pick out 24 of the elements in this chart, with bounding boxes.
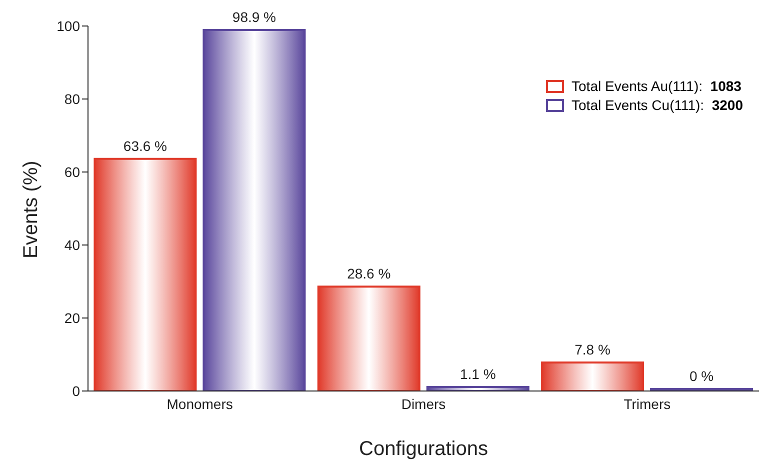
legend-label: Total Events Au(111): 1083 — [572, 78, 742, 94]
y-tick-label: 80 — [64, 90, 80, 107]
bar — [541, 362, 644, 391]
y-tick-label: 20 — [64, 310, 80, 326]
data-label: 28.6 % — [347, 266, 391, 282]
y-tick-label: 60 — [64, 164, 80, 180]
x-tick-label: Trimers — [624, 396, 671, 412]
y-tick-label: 100 — [56, 18, 80, 34]
x-axis-title: Configurations — [359, 438, 488, 460]
y-tick-label: 0 — [72, 382, 80, 399]
data-label: 7.8 % — [574, 342, 610, 358]
bar — [426, 386, 530, 391]
bar — [317, 286, 420, 391]
bar — [202, 29, 306, 391]
x-tick-label: Dimers — [401, 396, 446, 412]
data-label: 63.6 % — [123, 138, 168, 154]
x-tick-label: Monomers — [166, 396, 233, 412]
data-label: 1.1 % — [460, 366, 496, 382]
y-tick-label: 40 — [64, 236, 80, 253]
data-label: 0 % — [689, 368, 714, 384]
y-axis-title: Events (%) — [20, 160, 42, 258]
bar — [94, 158, 197, 391]
legend-label: Total Events Cu(111): 3200 — [572, 97, 743, 113]
data-label: 98.9 % — [232, 9, 276, 26]
